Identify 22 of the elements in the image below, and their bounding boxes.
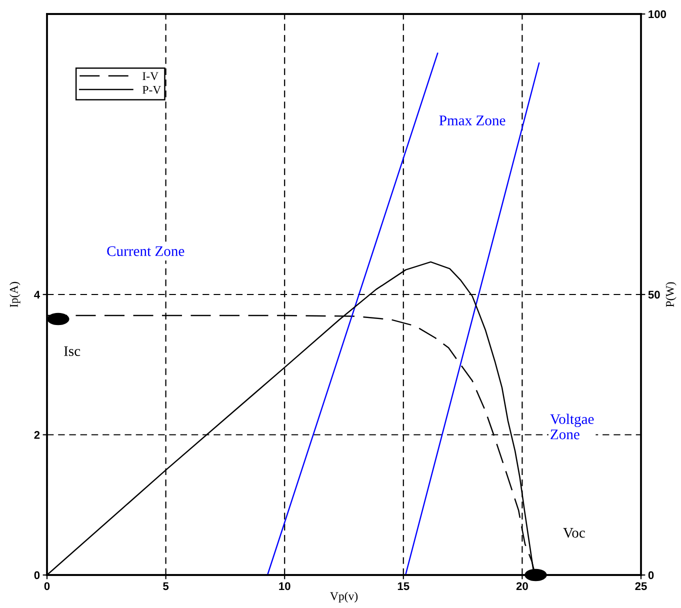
x-tick-label: 25: [635, 582, 647, 590]
annotation: Current Zone: [107, 246, 184, 256]
y-tick-label: 2: [34, 431, 40, 439]
x-tick-label: 15: [398, 582, 410, 590]
y2-tick-label: 0: [648, 571, 654, 580]
y2-axis-title: P(W): [666, 282, 676, 307]
y2-tick-label: 50: [648, 290, 660, 299]
annotation: Voltgae Zone: [550, 414, 594, 440]
annotation: Voc: [563, 528, 585, 538]
annotation: Isc: [64, 346, 80, 356]
y-tick-label: 0: [34, 571, 40, 580]
x-tick-label: 5: [163, 582, 169, 590]
y2-tick-label: 100: [648, 10, 666, 18]
legend-label: P-V: [142, 86, 162, 94]
y-tick-label: 4: [34, 290, 40, 299]
y-axis-title: Ip(A): [10, 282, 20, 308]
x-tick-label: 20: [516, 582, 528, 590]
annotation: Pmax Zone: [439, 116, 506, 126]
legend-label: I-V: [142, 72, 158, 80]
x-tick-label: 0: [44, 582, 50, 590]
x-axis-title: Vp(v): [330, 592, 358, 603]
x-tick-label: 10: [279, 582, 290, 590]
